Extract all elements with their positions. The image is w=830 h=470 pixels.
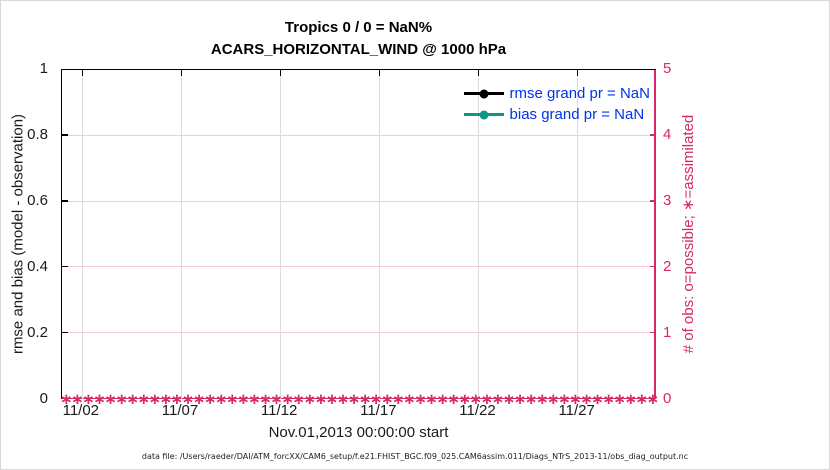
legend: rmse grand pr = NaN bias grand pr = NaN bbox=[463, 83, 650, 125]
x-tick-mark bbox=[378, 70, 381, 76]
legend-item-rmse: rmse grand pr = NaN bbox=[463, 83, 650, 104]
legend-label-bias: bias grand pr = NaN bbox=[509, 106, 645, 123]
vertical-gridline bbox=[279, 70, 281, 399]
left-y-tick-mark bbox=[62, 134, 68, 136]
rmse-line-swatch bbox=[463, 89, 504, 98]
right-y-axis-line bbox=[654, 70, 656, 399]
right-y-tick-label: 1 bbox=[663, 324, 672, 341]
horizontal-gridline bbox=[62, 332, 656, 334]
right-y-tick-mark bbox=[650, 200, 656, 202]
x-tick-mark bbox=[279, 70, 282, 76]
legend-label-rmse: rmse grand pr = NaN bbox=[509, 85, 650, 102]
vertical-gridline bbox=[477, 70, 479, 399]
horizontal-gridline bbox=[62, 200, 656, 202]
x-tick-mark bbox=[180, 70, 183, 76]
plot-area: rmse grand pr = NaN bias grand pr = NaN ∗… bbox=[60, 69, 658, 407]
left-y-tick-label: 0.4 bbox=[27, 258, 48, 275]
x-tick-label: 11/22 bbox=[459, 402, 496, 419]
left-y-tick-label: 0 bbox=[39, 390, 48, 407]
x-axis-label: Nov.01,2013 00:00:00 start bbox=[268, 424, 449, 441]
data-file-caption: data file: /Users/raeder/DAI/ATM_forcXX/… bbox=[141, 452, 689, 461]
x-tick-label: 11/02 bbox=[62, 402, 100, 419]
bias-line-swatch bbox=[463, 110, 504, 119]
left-y-tick-label: 0.6 bbox=[27, 192, 48, 209]
left-y-tick-mark bbox=[62, 265, 68, 268]
left-y-tick-label: 0.8 bbox=[27, 126, 48, 143]
vertical-gridline bbox=[576, 70, 578, 399]
x-tick-mark bbox=[81, 70, 84, 76]
x-tick-label: 11/27 bbox=[558, 402, 595, 419]
left-y-tick-labels: 0 0.2 0.4 0.6 0.8 1 bbox=[1, 60, 55, 407]
left-y-tick-mark bbox=[62, 331, 68, 334]
x-tick-mark bbox=[477, 70, 480, 76]
assimilated-obs-marker-band: ∗∗∗∗∗∗∗∗∗∗∗∗∗∗∗∗∗∗∗∗∗∗∗∗∗∗∗∗∗∗∗∗∗∗∗∗∗∗∗∗… bbox=[60, 390, 658, 408]
vertical-gridline bbox=[180, 70, 182, 399]
x-tick-label: 11/07 bbox=[161, 402, 199, 419]
left-y-tick-label: 0.2 bbox=[27, 324, 48, 341]
right-y-tick-label: 5 bbox=[663, 60, 672, 77]
x-tick-labels: 11/02 11/07 11/12 11/17 11/22 11/27 bbox=[61, 402, 656, 422]
right-y-tick-mark bbox=[650, 331, 656, 334]
bias-marker-dot-icon bbox=[479, 110, 489, 119]
x-tick-mark bbox=[576, 70, 579, 76]
right-y-tick-labels: 0 1 2 3 4 5 bbox=[661, 60, 695, 407]
right-y-tick-label: 3 bbox=[663, 192, 672, 209]
vertical-gridline bbox=[81, 70, 83, 399]
left-y-tick-mark bbox=[62, 200, 68, 202]
chart-title: Tropics 0 / 0 = NaN% bbox=[284, 19, 433, 36]
title-block: Tropics 0 / 0 = NaN% ACARS_HORIZONTAL_WI… bbox=[61, 17, 656, 61]
right-y-tick-label: 4 bbox=[663, 126, 672, 143]
x-tick-label: 11/12 bbox=[260, 402, 298, 419]
right-y-tick-mark bbox=[650, 265, 656, 268]
vertical-gridline bbox=[378, 70, 380, 399]
right-y-tick-label: 0 bbox=[663, 390, 672, 407]
x-axis-line bbox=[62, 397, 656, 399]
right-y-tick-mark bbox=[650, 134, 656, 136]
right-y-tick-label: 2 bbox=[663, 258, 672, 275]
rmse-marker-dot-icon bbox=[479, 89, 489, 98]
chart-subtitle: ACARS_HORIZONTAL_WIND @ 1000 hPa bbox=[210, 41, 507, 58]
left-y-tick-label: 1 bbox=[39, 60, 48, 77]
horizontal-gridline bbox=[62, 266, 656, 268]
horizontal-gridline bbox=[62, 134, 656, 136]
x-tick-label: 11/17 bbox=[360, 402, 397, 419]
legend-item-bias: bias grand pr = NaN bbox=[463, 104, 650, 125]
